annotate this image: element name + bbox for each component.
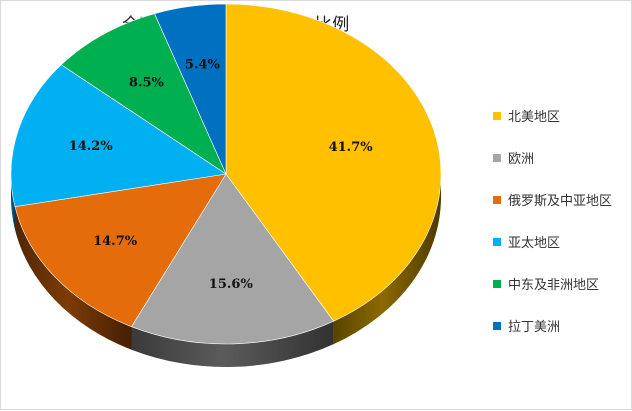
pie-slice-0: [225, 3, 442, 322]
legend-item: 亚太地区: [493, 231, 632, 252]
legend-item: 欧洲: [493, 147, 632, 168]
legend-label: 拉丁美洲: [508, 320, 561, 335]
legend-swatch: [493, 321, 501, 330]
pie-side-0: [333, 174, 441, 345]
pie-slice-1: [131, 173, 335, 345]
pie-data-labels: 41.7% 15.6% 14.7% 14.2% 8.5% 5.4%: [69, 58, 374, 292]
legend-swatch: [493, 195, 501, 204]
pie-slice-3: [10, 64, 227, 207]
legend-label: 中东及非洲地区: [508, 278, 600, 293]
legend-swatch: [493, 279, 501, 288]
pie-data-label-4: 8.5%: [129, 76, 165, 91]
legend-label: 俄罗斯及中亚地区: [508, 194, 613, 209]
pie-data-label-2: 14.7%: [93, 234, 138, 249]
legend-label: 欧洲: [508, 152, 535, 167]
pie-data-label-0: 41.7%: [329, 140, 374, 155]
pie-data-label-1: 15.6%: [209, 277, 254, 292]
legend: 北美地区欧洲俄罗斯及中亚地区 亚太地区中东及非洲地区 拉丁美洲: [493, 105, 632, 357]
pie-side-3: [11, 174, 15, 230]
legend-label: 北美地区: [508, 110, 561, 125]
legend-swatch: [493, 111, 501, 120]
legend-label: 亚太地区: [508, 236, 561, 251]
pie-slice-4: [60, 13, 227, 175]
pie-data-label-3: 14.2%: [69, 139, 114, 154]
legend-swatch: [493, 237, 501, 246]
pie-slice-5: [154, 3, 227, 175]
legend-item: 拉丁美洲: [493, 315, 632, 336]
pie-side-2: [14, 206, 132, 350]
legend-swatch: [493, 153, 501, 162]
legend-item: 俄罗斯及中亚地区: [493, 189, 632, 210]
pie-data-label-5: 5.4%: [185, 58, 221, 73]
pie-slices: [10, 3, 442, 345]
legend-item: 中东及非洲地区: [493, 273, 632, 294]
pie-slice-2: [14, 173, 227, 328]
legend-item: 北美地区: [493, 105, 632, 126]
